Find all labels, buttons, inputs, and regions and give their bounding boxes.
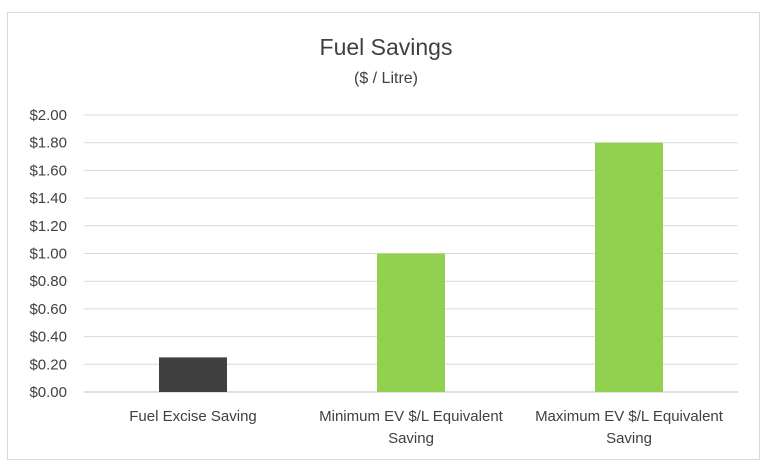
bar [159, 357, 227, 392]
y-tick-label: $0.20 [29, 356, 67, 373]
y-tick-label: $0.80 [29, 273, 67, 290]
y-tick-label: $1.20 [29, 218, 67, 235]
y-tick-label: $1.40 [29, 190, 67, 207]
y-tick-label: $1.00 [29, 246, 67, 263]
bar [595, 142, 663, 392]
chart-subtitle: ($ / Litre) [354, 70, 418, 87]
y-tick-label: $1.60 [29, 162, 67, 179]
y-tick-label: $2.00 [29, 107, 67, 124]
y-tick-label: $0.40 [29, 329, 67, 346]
x-category-label: Fuel Excise Saving [129, 408, 257, 425]
x-category-label: Maximum EV $/L Equivalent Saving [535, 408, 724, 447]
y-tick-label: $0.00 [29, 384, 67, 401]
x-category-label: Minimum EV $/L Equivalent Saving [319, 408, 504, 447]
y-tick-label: $1.80 [29, 135, 67, 152]
bar [377, 253, 445, 392]
y-tick-label: $0.60 [29, 301, 67, 318]
chart-title: Fuel Savings [320, 34, 453, 60]
